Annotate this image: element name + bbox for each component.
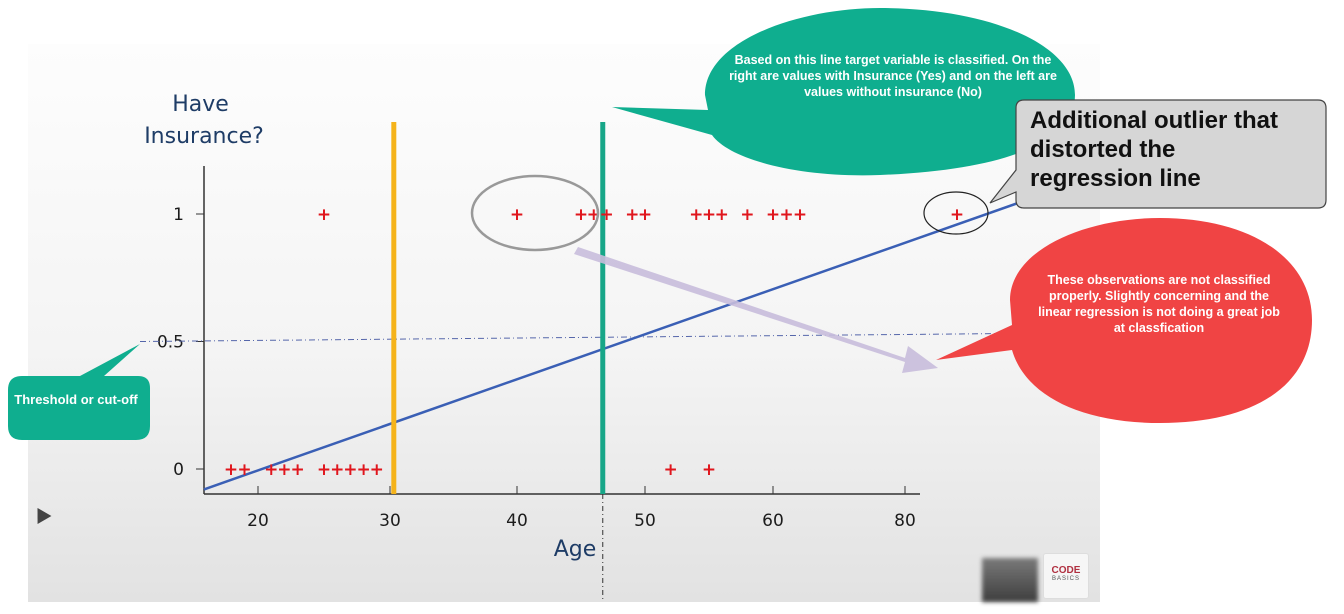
teal-callout-bubble bbox=[612, 8, 1075, 176]
x-tick-label: 80 bbox=[894, 511, 916, 531]
data-point: + bbox=[510, 205, 524, 225]
threshold-callout-text: Threshold or cut-off bbox=[14, 392, 138, 407]
data-point: + bbox=[715, 205, 729, 225]
y-tick-label: 1 bbox=[173, 205, 184, 225]
data-point: + bbox=[779, 205, 793, 225]
logo-line2: BASICS bbox=[1051, 576, 1080, 582]
data-point: + bbox=[766, 205, 780, 225]
data-point: + bbox=[689, 205, 703, 225]
data-point: + bbox=[793, 205, 807, 225]
data-point: + bbox=[237, 460, 251, 480]
red-callout-bubble bbox=[936, 218, 1312, 423]
pointer-arrow bbox=[574, 247, 938, 373]
red-callout-text: These observations are not classified pr… bbox=[1038, 273, 1280, 335]
data-point: + bbox=[740, 205, 754, 225]
x-ticks: 20 30 40 50 60 80 bbox=[247, 486, 916, 531]
data-point: + bbox=[702, 205, 716, 225]
threshold-line bbox=[139, 333, 1011, 342]
data-point: + bbox=[574, 205, 588, 225]
highlight-ellipse bbox=[470, 174, 600, 252]
data-point: + bbox=[290, 460, 304, 480]
grey-callout-bubble bbox=[989, 99, 1327, 209]
data-point: + bbox=[317, 460, 331, 480]
threshold-callout-bubble bbox=[8, 344, 150, 440]
outlier-ellipse bbox=[923, 191, 989, 235]
x-tick-label: 30 bbox=[379, 511, 401, 531]
data-point: + bbox=[264, 460, 278, 480]
x-tick-label: 40 bbox=[506, 511, 528, 531]
codebasics-logo: CODE BASICS bbox=[1043, 553, 1089, 599]
data-point: + bbox=[330, 460, 344, 480]
grey-callout-text: Additional outlier that distorted the re… bbox=[1030, 107, 1278, 192]
data-point: + bbox=[702, 460, 716, 480]
data-point: + bbox=[277, 460, 291, 480]
data-point: + bbox=[625, 205, 639, 225]
decision-lines bbox=[391, 122, 606, 494]
x-tick-label: 60 bbox=[762, 511, 784, 531]
data-point: + bbox=[356, 460, 370, 480]
data-point: + bbox=[343, 460, 357, 480]
x-tick-label: 20 bbox=[247, 511, 269, 531]
y-axis-label: Have Insurance? bbox=[144, 92, 264, 149]
teal-callout-text: Based on this line target variable is cl… bbox=[729, 53, 1057, 99]
y-tick-label: 0.5 bbox=[157, 333, 184, 353]
regression-line bbox=[203, 169, 1111, 491]
logo-line1: CODE bbox=[1051, 565, 1081, 576]
data-point: + bbox=[663, 460, 677, 480]
data-point: + bbox=[599, 205, 613, 225]
y-tick-label: 0 bbox=[173, 460, 184, 480]
data-points: + + +++ +++++ + ++ + +++ ++ +++ + + + + + bbox=[224, 205, 964, 480]
data-point: + bbox=[317, 205, 331, 225]
data-point: + bbox=[224, 460, 238, 480]
x-tick-label: 50 bbox=[634, 511, 656, 531]
data-point: + bbox=[950, 205, 964, 225]
data-point: + bbox=[638, 205, 652, 225]
x-axis-label: Age bbox=[554, 537, 597, 562]
video-thumbnail bbox=[982, 558, 1038, 602]
y-ticks: 00.51 bbox=[157, 205, 204, 480]
data-point: + bbox=[370, 460, 384, 480]
